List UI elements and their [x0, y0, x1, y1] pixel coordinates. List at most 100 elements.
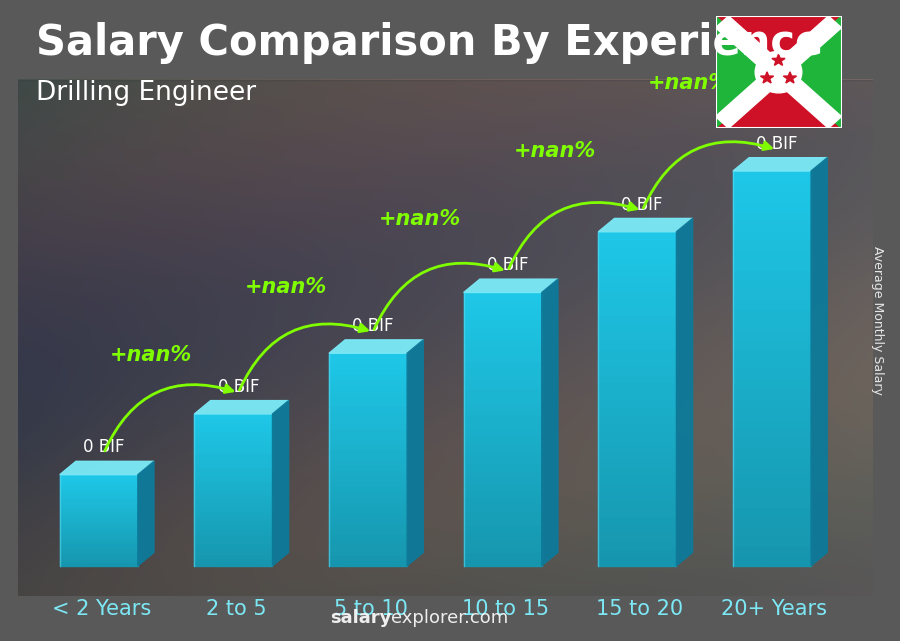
Bar	[194, 543, 273, 547]
Bar	[59, 554, 138, 556]
Bar	[464, 559, 542, 566]
Bar	[194, 490, 273, 494]
Bar	[59, 488, 138, 490]
Circle shape	[755, 51, 802, 93]
Bar	[329, 560, 407, 566]
Polygon shape	[59, 462, 154, 475]
Bar	[733, 398, 811, 408]
Polygon shape	[716, 16, 778, 128]
Bar	[329, 502, 407, 507]
Bar	[464, 299, 542, 306]
Polygon shape	[464, 279, 558, 292]
Bar	[194, 448, 273, 452]
Bar	[733, 349, 811, 358]
Bar	[194, 478, 273, 482]
Bar	[598, 349, 677, 357]
Bar	[329, 422, 407, 428]
Bar	[59, 500, 138, 502]
Bar	[194, 437, 273, 440]
Bar	[733, 546, 811, 556]
Bar	[598, 315, 677, 324]
Bar	[464, 361, 542, 368]
Polygon shape	[783, 72, 796, 83]
Bar	[329, 481, 407, 486]
Bar	[464, 545, 542, 552]
Bar	[329, 353, 407, 358]
Bar	[598, 265, 677, 274]
Bar	[464, 511, 542, 518]
Text: salary: salary	[330, 609, 392, 627]
Bar	[464, 340, 542, 347]
Bar	[464, 525, 542, 531]
Bar	[464, 443, 542, 449]
Text: 15 to 20: 15 to 20	[596, 599, 683, 619]
Bar	[598, 449, 677, 457]
Bar	[329, 428, 407, 433]
FancyArrowPatch shape	[239, 324, 367, 390]
Bar	[598, 332, 677, 340]
Polygon shape	[329, 340, 423, 353]
Bar	[733, 517, 811, 526]
Bar	[464, 415, 542, 422]
Bar	[733, 339, 811, 349]
Bar	[329, 497, 407, 502]
Bar	[733, 299, 811, 309]
Bar	[598, 482, 677, 490]
Bar	[59, 550, 138, 552]
Bar	[194, 426, 273, 429]
Bar	[598, 282, 677, 290]
Bar	[194, 505, 273, 509]
Bar	[329, 470, 407, 476]
Bar	[59, 502, 138, 504]
Bar	[733, 388, 811, 398]
Text: 0 BIF: 0 BIF	[756, 135, 797, 153]
Bar	[598, 515, 677, 524]
Bar	[194, 471, 273, 475]
Bar	[329, 539, 407, 544]
Bar	[329, 395, 407, 401]
Bar	[464, 490, 542, 497]
FancyArrowPatch shape	[644, 142, 771, 208]
Bar	[194, 531, 273, 535]
Bar	[59, 506, 138, 509]
Bar	[194, 482, 273, 486]
Bar	[194, 475, 273, 478]
Bar	[598, 274, 677, 282]
Text: +nan%: +nan%	[244, 278, 327, 297]
Bar	[59, 522, 138, 525]
Bar	[329, 460, 407, 465]
Bar	[598, 290, 677, 299]
Bar	[598, 399, 677, 407]
Bar	[59, 497, 138, 500]
Bar	[329, 379, 407, 385]
Bar	[329, 555, 407, 560]
Polygon shape	[407, 340, 423, 566]
Bar	[59, 486, 138, 488]
Bar	[598, 307, 677, 315]
Bar	[59, 477, 138, 479]
Bar	[733, 279, 811, 290]
Bar	[464, 470, 542, 477]
Bar	[598, 474, 677, 482]
Polygon shape	[677, 219, 693, 566]
Text: 2 to 5: 2 to 5	[205, 599, 266, 619]
FancyArrowPatch shape	[374, 263, 502, 329]
Bar	[464, 402, 542, 409]
Bar	[733, 467, 811, 477]
Bar	[598, 324, 677, 332]
Bar	[59, 520, 138, 522]
Bar	[598, 257, 677, 265]
Bar	[59, 529, 138, 531]
Bar	[59, 495, 138, 497]
Bar	[194, 440, 273, 444]
Bar	[733, 191, 811, 201]
Bar	[194, 494, 273, 497]
Bar	[329, 486, 407, 492]
Bar	[59, 562, 138, 563]
Bar	[194, 501, 273, 505]
Bar	[329, 492, 407, 497]
Polygon shape	[733, 158, 827, 171]
Bar	[733, 428, 811, 437]
Bar	[733, 230, 811, 240]
Bar	[598, 432, 677, 440]
